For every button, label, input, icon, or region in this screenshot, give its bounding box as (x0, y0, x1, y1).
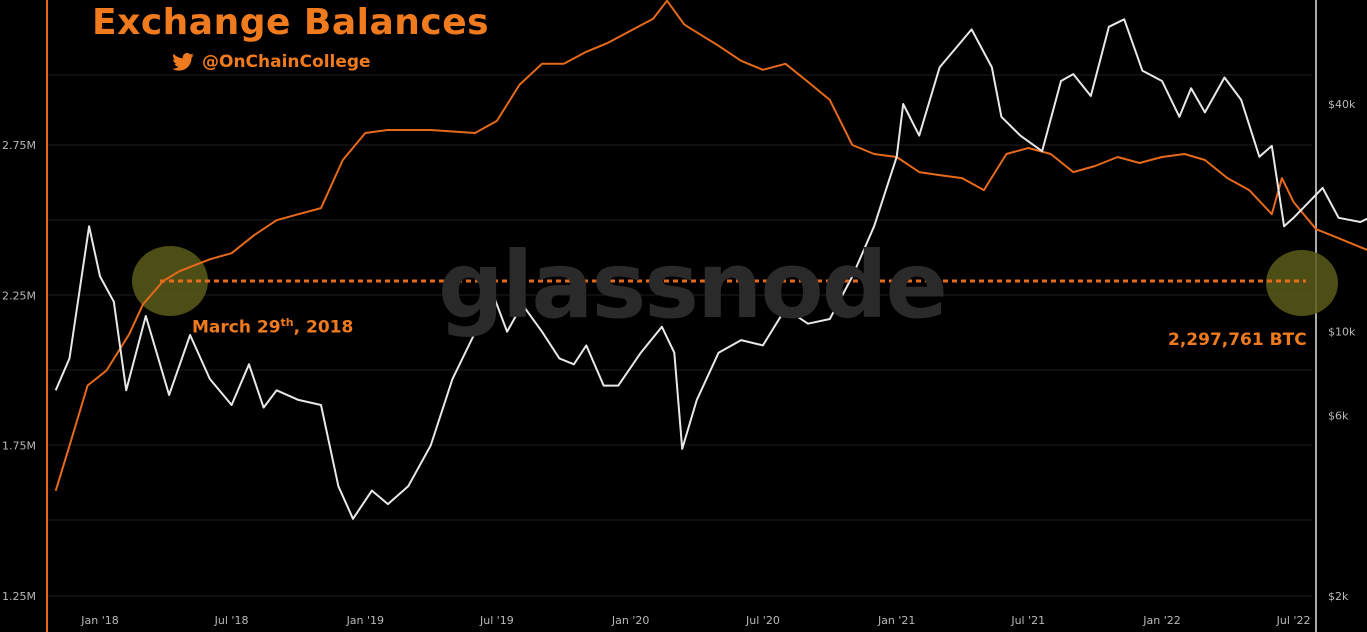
date-annotation: March 29th, 2018 (192, 316, 353, 338)
date-annotation-sup: th (280, 316, 294, 329)
right-tick-label: $6k (1328, 410, 1349, 423)
left-tick-label: 1.25M (2, 590, 36, 603)
right-axis: $2k $6k $10k $40k (1328, 98, 1356, 603)
left-axis: 1.25M 1.75M 2.25M 2.75M (2, 139, 36, 603)
right-tick-label: $40k (1328, 98, 1356, 111)
series-lines[interactable] (54, 0, 1367, 520)
left-tick-label: 2.25M (2, 289, 36, 302)
handle-text: @OnChainCollege (202, 52, 371, 72)
btc-annotation: 2,297,761 BTC (1168, 330, 1307, 350)
x-tick-label: Jul '22 (1276, 614, 1311, 627)
x-tick-label: Jan '18 (80, 614, 118, 627)
x-tick-label: Jan '19 (346, 614, 384, 627)
x-tick-label: Jan '22 (1142, 614, 1180, 627)
exchange-balance-line[interactable] (54, 0, 1367, 492)
date-annotation-main: March 29 (192, 317, 281, 338)
date-annotation-year: , 2018 (293, 317, 354, 338)
right-tick-label: $10k (1328, 326, 1356, 339)
right-tick-label: $2k (1328, 590, 1349, 603)
left-tick-label: 1.75M (2, 440, 36, 453)
watermark: glassnode (438, 232, 948, 339)
twitter-handle[interactable]: @OnChainCollege (172, 52, 371, 72)
x-tick-label: Jan '20 (611, 614, 649, 627)
x-tick-label: Jan '21 (877, 614, 915, 627)
x-tick-label: Jul '21 (1010, 614, 1045, 627)
highlight-end (1266, 250, 1338, 316)
x-tick-label: Jul '20 (745, 614, 780, 627)
x-tick-label: Jul '18 (214, 614, 249, 627)
x-tick-label: Jul '19 (479, 614, 514, 627)
left-tick-label: 2.75M (2, 139, 36, 152)
x-axis: Jan '18 Jul '18 Jan '19 Jul '19 Jan '20 Jul '… (80, 614, 1310, 627)
twitter-bird-icon (172, 53, 194, 71)
btc-price-line[interactable] (54, 18, 1367, 520)
gridlines (46, 0, 1317, 632)
chart-title: Exchange Balances (92, 2, 490, 43)
